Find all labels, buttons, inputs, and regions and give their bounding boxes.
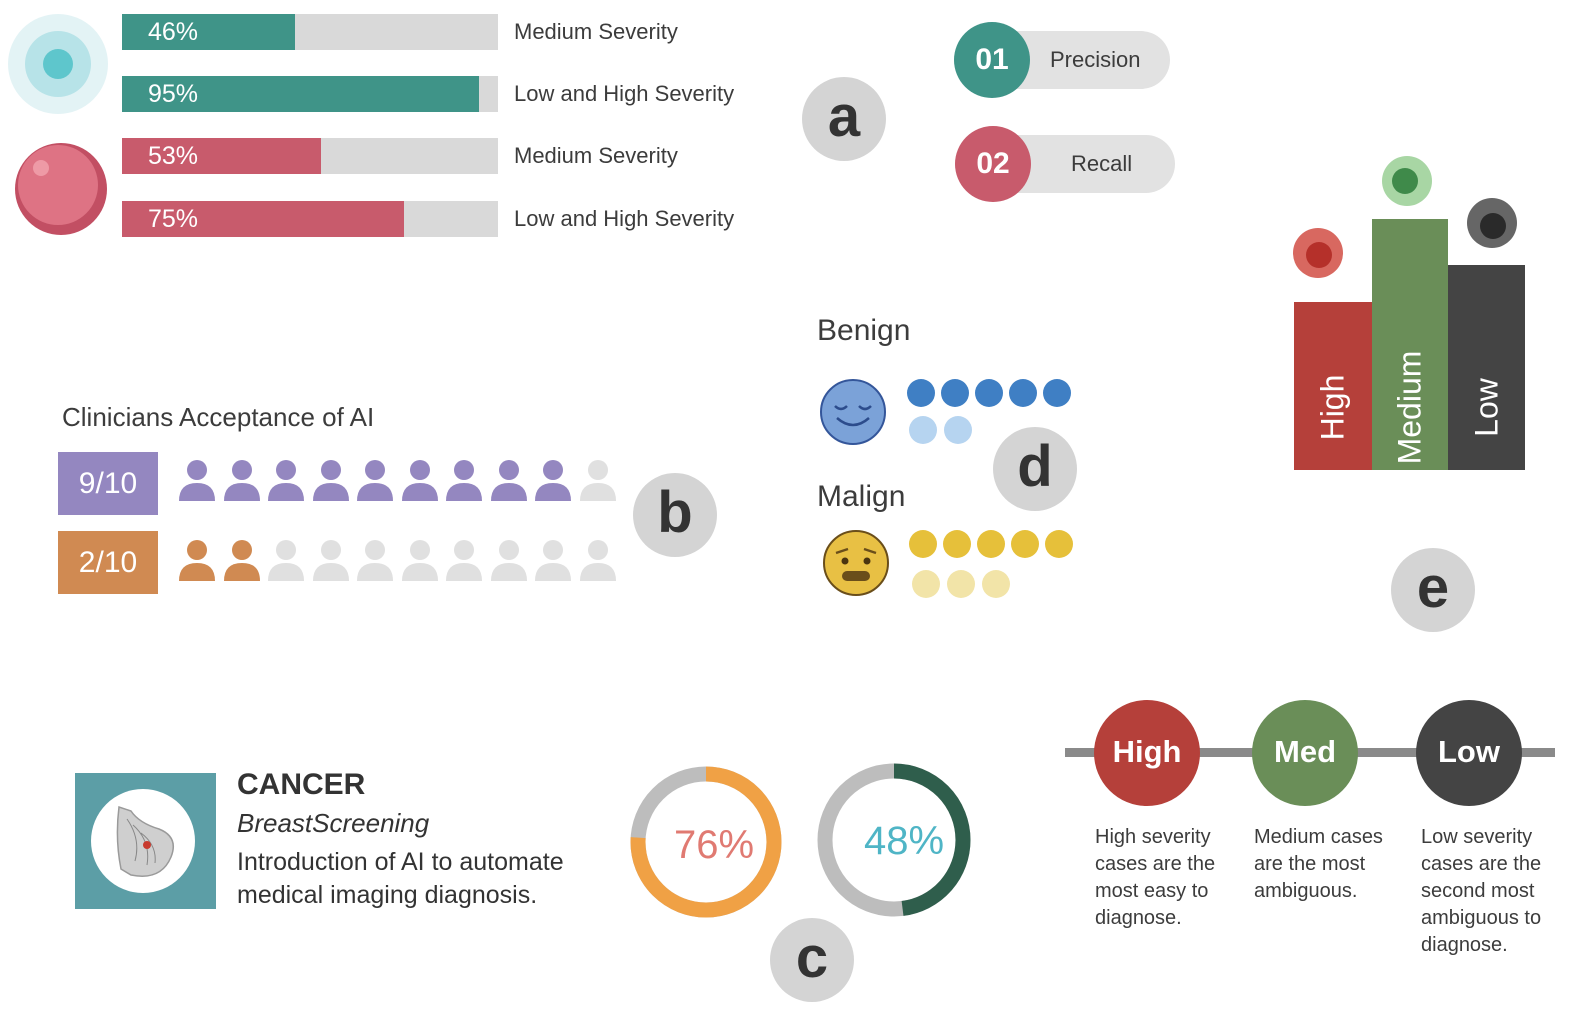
breast-scan-icon [91,789,195,893]
severity-bar-label: Medium Severity [514,143,678,168]
count-dot [1009,379,1037,407]
person-icon-empty [357,540,393,581]
person-icon-empty [490,540,527,581]
person-icon-filled [179,460,215,501]
metric-precision: 01 Precision [954,22,1170,98]
metric-number: 02 [955,126,1031,202]
smiling-face-icon [820,379,886,445]
count-dot-light [982,570,1010,598]
severity-bar-low: Low [1448,265,1525,470]
person-icon-filled [401,460,438,501]
timeline-description-medium: Medium cases are the most ambiguous. [1254,826,1383,902]
count-dot [909,530,937,558]
count-dot [907,379,935,407]
severity-bar-percent: 75% [148,205,199,233]
worried-face-icon [823,530,889,596]
target-icon [8,14,108,114]
malign-label: Malign [817,480,906,513]
timeline-node-low: Low [1416,700,1522,806]
person-icon-empty [446,540,482,581]
donut-charts: 76% 48% [630,763,971,918]
acceptance-title: Clinicians Acceptance of AI [62,402,375,432]
severity-bar-label: Low and High Severity [514,81,735,106]
severity-bar-label: High [1314,374,1351,441]
donut-label: 76% [674,823,754,867]
timeline-node-medium: Med [1252,700,1358,806]
benign-label: Benign [817,314,911,347]
severity-bar-high: High [1294,302,1372,470]
dark-marker-icon [1467,198,1517,248]
person-icon-empty [312,540,349,581]
count-dot [941,379,969,407]
person-icon-filled [357,460,393,501]
sphere-icon [15,143,107,235]
cancer-description: Introduction of AI to automate medical i… [237,848,564,909]
metric-number: 01 [954,22,1030,98]
severity-bar-track: 95% [122,76,498,112]
count-dot [943,530,971,558]
section-letter-d: d [993,427,1077,511]
metric-label: Precision [1050,47,1141,72]
severity-bar-percent: 53% [148,142,199,170]
severity-bar-percent: 95% [148,80,199,108]
count-dot [1045,530,1073,558]
donut-arc [817,763,971,917]
count-dot-light [947,570,975,598]
cancer-subtitle: BreastScreening [237,808,430,838]
cancer-title: CANCER [237,768,366,801]
acceptance-score: 2/10 [58,531,158,594]
green-marker-icon [1382,156,1432,206]
severity-bar-track: 75% [122,201,498,237]
person-icon-filled [223,540,260,581]
severity-bar-label: Low [1468,378,1504,437]
section-letter-a: a [802,77,886,161]
person-icon-empty [535,540,571,581]
section-letter-e: e [1391,548,1475,632]
donut-arc [630,766,782,918]
person-icon-filled [535,460,571,501]
severity-bar-percent: 46% [148,18,199,46]
acceptance-score: 9/10 [58,452,158,515]
count-dot [1011,530,1039,558]
count-dot [975,379,1003,407]
timeline-description-low: Low severity cases are the second most a… [1421,826,1542,956]
severity-bar-fill: 95% [122,76,480,112]
person-icon-filled [490,460,527,501]
count-dot [1043,379,1071,407]
section-letter-c: c [770,918,854,1002]
severity-bar-medium: Medium [1372,219,1448,470]
severity-bar-track: 46% [122,14,498,50]
count-dot-light [912,570,940,598]
donut-label: 48% [864,819,944,863]
metric-label: Recall [1071,151,1133,176]
metric-recall: 02 Recall [955,126,1175,202]
red-marker-icon [1293,228,1343,278]
donut-48: 48% [817,763,971,917]
count-dot-light [944,416,972,444]
person-icon-filled [223,460,260,501]
severity-bar-label: Medium [1391,350,1428,465]
timeline-description-high: High severity cases are the most easy to… [1095,826,1216,929]
person-icon-filled [446,460,482,501]
severity-bar-fill: 46% [122,14,295,50]
person-icon-empty [579,540,616,581]
count-dot-light [909,416,937,444]
severity-bar-fill: 53% [122,138,322,174]
severity-bar-label: Low and High Severity [514,206,735,231]
severity-bar-fill: 75% [122,201,404,237]
count-dot [977,530,1005,558]
section-letter-b: b [633,473,717,557]
person-icon-filled [312,460,349,501]
person-icon-empty [579,460,616,501]
severity-bar-track: 53% [122,138,498,174]
person-icon-empty [268,540,304,581]
breast-screening-logo [75,773,216,909]
person-icon-filled [179,540,215,581]
person-icon-filled [268,460,304,501]
timeline-node-high: High [1094,700,1200,806]
person-icon-empty [401,540,438,581]
severity-bar-label: Medium Severity [514,19,678,44]
donut-76: 76% [630,766,782,918]
